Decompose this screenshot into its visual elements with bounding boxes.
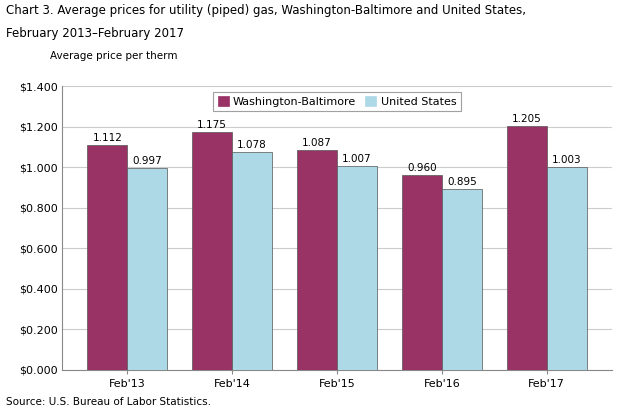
Bar <box>127 168 167 370</box>
Bar <box>297 150 337 370</box>
Text: 0.960: 0.960 <box>407 164 437 173</box>
Text: 1.175: 1.175 <box>197 120 227 130</box>
Text: Chart 3. Average prices for utility (piped) gas, Washington-Baltimore and United: Chart 3. Average prices for utility (pip… <box>6 4 526 17</box>
Text: 1.087: 1.087 <box>302 138 332 148</box>
Text: 1.205: 1.205 <box>512 114 542 124</box>
Text: Source: U.S. Bureau of Labor Statistics.: Source: U.S. Bureau of Labor Statistics. <box>6 397 212 407</box>
Bar <box>337 166 377 370</box>
Text: 0.895: 0.895 <box>447 177 477 187</box>
Bar <box>192 132 232 370</box>
Text: 1.078: 1.078 <box>237 139 267 150</box>
Bar <box>402 175 442 370</box>
Text: 1.112: 1.112 <box>92 133 122 143</box>
Legend: Washington-Baltimore, United States: Washington-Baltimore, United States <box>213 92 461 111</box>
Text: February 2013–February 2017: February 2013–February 2017 <box>6 27 184 40</box>
Bar <box>507 126 547 370</box>
Text: Average price per therm: Average price per therm <box>50 51 177 61</box>
Bar <box>232 152 272 370</box>
Text: 0.997: 0.997 <box>132 156 162 166</box>
Text: 1.007: 1.007 <box>342 154 372 164</box>
Bar <box>87 145 127 370</box>
Bar <box>442 189 482 370</box>
Text: 1.003: 1.003 <box>552 155 582 165</box>
Bar <box>547 167 587 370</box>
